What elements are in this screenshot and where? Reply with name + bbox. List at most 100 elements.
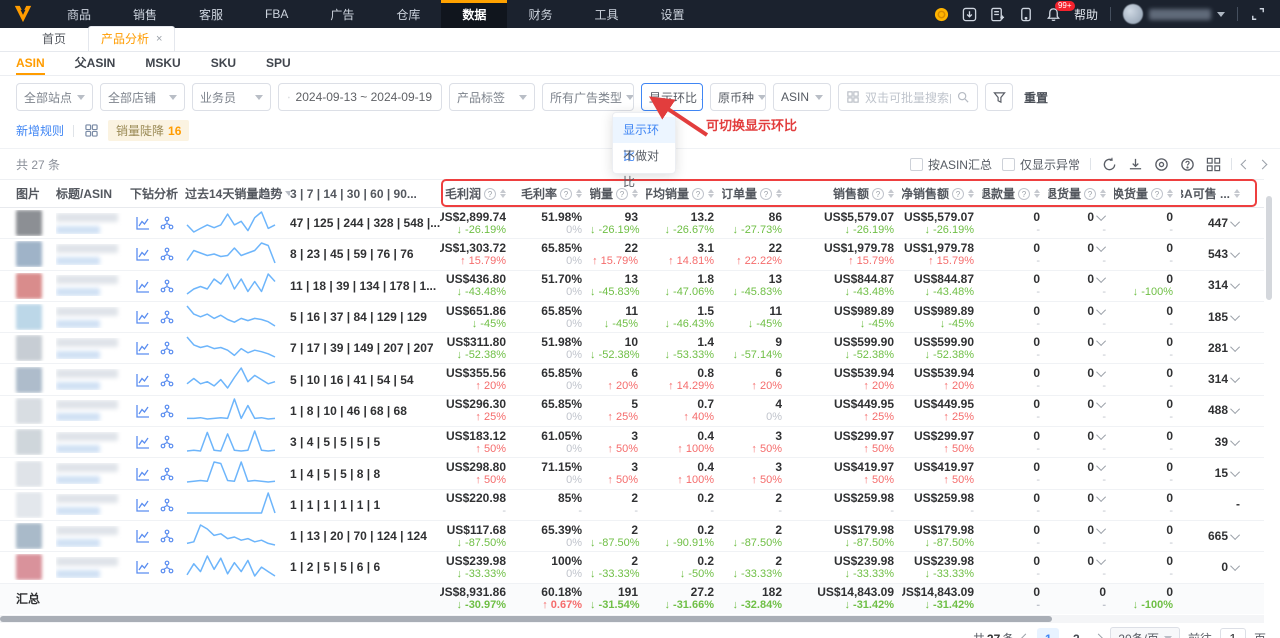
trend-chart-icon[interactable]: [136, 279, 150, 293]
sort-icon[interactable]: [776, 189, 782, 198]
dimension-tab-父ASIN[interactable]: 父ASIN: [75, 54, 116, 75]
sort-icon[interactable]: [708, 189, 714, 198]
currency-select[interactable]: 原币种: [710, 83, 766, 111]
help-icon[interactable]: ?: [872, 188, 884, 200]
refresh-icon[interactable]: [1101, 156, 1117, 172]
drilldown-icon[interactable]: [160, 279, 174, 293]
dimension-tab-ASIN[interactable]: ASIN: [16, 56, 45, 74]
expand-chevron-icon[interactable]: [1096, 524, 1106, 534]
expand-chevron-icon[interactable]: [1230, 342, 1240, 352]
ad-type-select[interactable]: 所有广告类型: [542, 83, 634, 111]
expand-chevron-icon[interactable]: [1230, 561, 1240, 571]
help-icon[interactable]: ?: [760, 188, 772, 200]
trend-chart-icon[interactable]: [136, 529, 150, 543]
drilldown-icon[interactable]: [160, 529, 174, 543]
expand-chevron-icon[interactable]: [1230, 467, 1240, 477]
sort-icon[interactable]: [1167, 189, 1173, 198]
notification-bell-icon[interactable]: 99+: [1046, 6, 1062, 22]
trend-chart-icon[interactable]: [136, 404, 150, 418]
column-header-12[interactable]: 退款量?: [982, 185, 1048, 202]
drilldown-icon[interactable]: [160, 341, 174, 355]
title-asin-redacted[interactable]: [56, 307, 122, 328]
nav-item-财务[interactable]: 财务: [507, 0, 573, 28]
compare-mode-select[interactable]: 显示环比: [641, 83, 703, 111]
product-image-redacted[interactable]: [16, 523, 42, 549]
expand-chevron-icon[interactable]: [1096, 305, 1106, 315]
download-icon[interactable]: [962, 6, 978, 22]
drilldown-icon[interactable]: [160, 560, 174, 574]
product-image-redacted[interactable]: [16, 554, 42, 580]
prev-page-icon[interactable]: [1021, 634, 1031, 638]
title-asin-redacted[interactable]: [56, 463, 122, 484]
nav-item-数据[interactable]: 数据: [441, 0, 507, 28]
close-icon[interactable]: ×: [156, 33, 162, 45]
title-asin-redacted[interactable]: [56, 400, 122, 421]
nav-item-仓库[interactable]: 仓库: [375, 0, 441, 28]
title-asin-redacted[interactable]: [56, 213, 122, 234]
page-number-2[interactable]: 2: [1065, 628, 1087, 638]
coin-icon[interactable]: [934, 6, 950, 22]
search-type-select[interactable]: ASIN: [773, 83, 831, 111]
help-icon[interactable]: ?: [1018, 188, 1030, 200]
column-header-6[interactable]: 毛利率?: [514, 185, 590, 202]
column-header-10[interactable]: 销售额?: [790, 185, 902, 202]
product-image-redacted[interactable]: [16, 210, 42, 236]
expand-chevron-icon[interactable]: [1096, 336, 1106, 346]
target-icon[interactable]: [1153, 156, 1169, 172]
column-header-14[interactable]: 换货量?: [1114, 185, 1181, 202]
expand-chevron-icon[interactable]: [1230, 530, 1240, 540]
sort-icon[interactable]: [1234, 189, 1240, 198]
title-asin-redacted[interactable]: [56, 275, 122, 296]
nav-item-工具[interactable]: 工具: [573, 0, 639, 28]
drilldown-icon[interactable]: [160, 310, 174, 324]
expand-chevron-icon[interactable]: [1096, 461, 1106, 471]
nav-item-广告[interactable]: 广告: [309, 0, 375, 28]
help-icon[interactable]: ?: [692, 188, 704, 200]
nav-item-设置[interactable]: 设置: [639, 0, 705, 28]
product-image-redacted[interactable]: [16, 461, 42, 487]
scroll-right-icon[interactable]: [1258, 159, 1268, 169]
reset-button[interactable]: 重置: [1024, 89, 1048, 106]
store-select[interactable]: 全部店铺: [100, 83, 185, 111]
column-header-8[interactable]: 平均销量?: [646, 185, 722, 202]
expand-chevron-icon[interactable]: [1096, 399, 1106, 409]
column-settings-icon[interactable]: [1205, 156, 1221, 172]
tab-home[interactable]: 首页: [28, 30, 80, 51]
drilldown-icon[interactable]: [160, 373, 174, 387]
product-image-redacted[interactable]: [16, 492, 42, 518]
tab-product-analysis[interactable]: 产品分析 ×: [88, 26, 175, 51]
salesman-select[interactable]: 业务员: [192, 83, 271, 111]
column-header-9[interactable]: 订单量?: [722, 185, 790, 202]
product-image-redacted[interactable]: [16, 241, 42, 267]
search-icon[interactable]: [957, 91, 969, 103]
expand-chevron-icon[interactable]: [1230, 311, 1240, 321]
nav-item-销售[interactable]: 销售: [112, 0, 178, 28]
horizontal-scrollbar[interactable]: [0, 615, 1264, 623]
product-image-redacted[interactable]: [16, 429, 42, 455]
sort-icon[interactable]: [1100, 189, 1106, 198]
product-image-redacted[interactable]: [16, 398, 42, 424]
trend-chart-icon[interactable]: [136, 560, 150, 574]
product-image-redacted[interactable]: [16, 367, 42, 393]
checkbox[interactable]: [910, 158, 923, 171]
title-asin-redacted[interactable]: [56, 369, 122, 390]
help-icon[interactable]: ?: [484, 188, 496, 200]
trend-chart-icon[interactable]: [136, 216, 150, 230]
expand-chevron-icon[interactable]: [1096, 492, 1106, 502]
help-icon[interactable]: ?: [560, 188, 572, 200]
sort-icon[interactable]: [500, 189, 506, 198]
expand-chevron-icon[interactable]: [1230, 373, 1240, 383]
trend-chart-icon[interactable]: [136, 435, 150, 449]
nav-item-客服[interactable]: 客服: [178, 0, 244, 28]
sort-icon[interactable]: [968, 189, 974, 198]
title-asin-redacted[interactable]: [56, 557, 122, 578]
expand-chevron-icon[interactable]: [1096, 367, 1106, 377]
expand-chevron-icon[interactable]: [1096, 211, 1106, 221]
add-rule-link[interactable]: 新增规则: [16, 122, 64, 139]
column-header-15[interactable]: FBA可售 ...: [1181, 185, 1248, 202]
drilldown-icon[interactable]: [160, 216, 174, 230]
fullscreen-icon[interactable]: [1250, 6, 1266, 22]
expand-chevron-icon[interactable]: [1230, 248, 1240, 258]
dimension-tab-SKU[interactable]: SKU: [211, 56, 236, 74]
drilldown-icon[interactable]: [160, 467, 174, 481]
